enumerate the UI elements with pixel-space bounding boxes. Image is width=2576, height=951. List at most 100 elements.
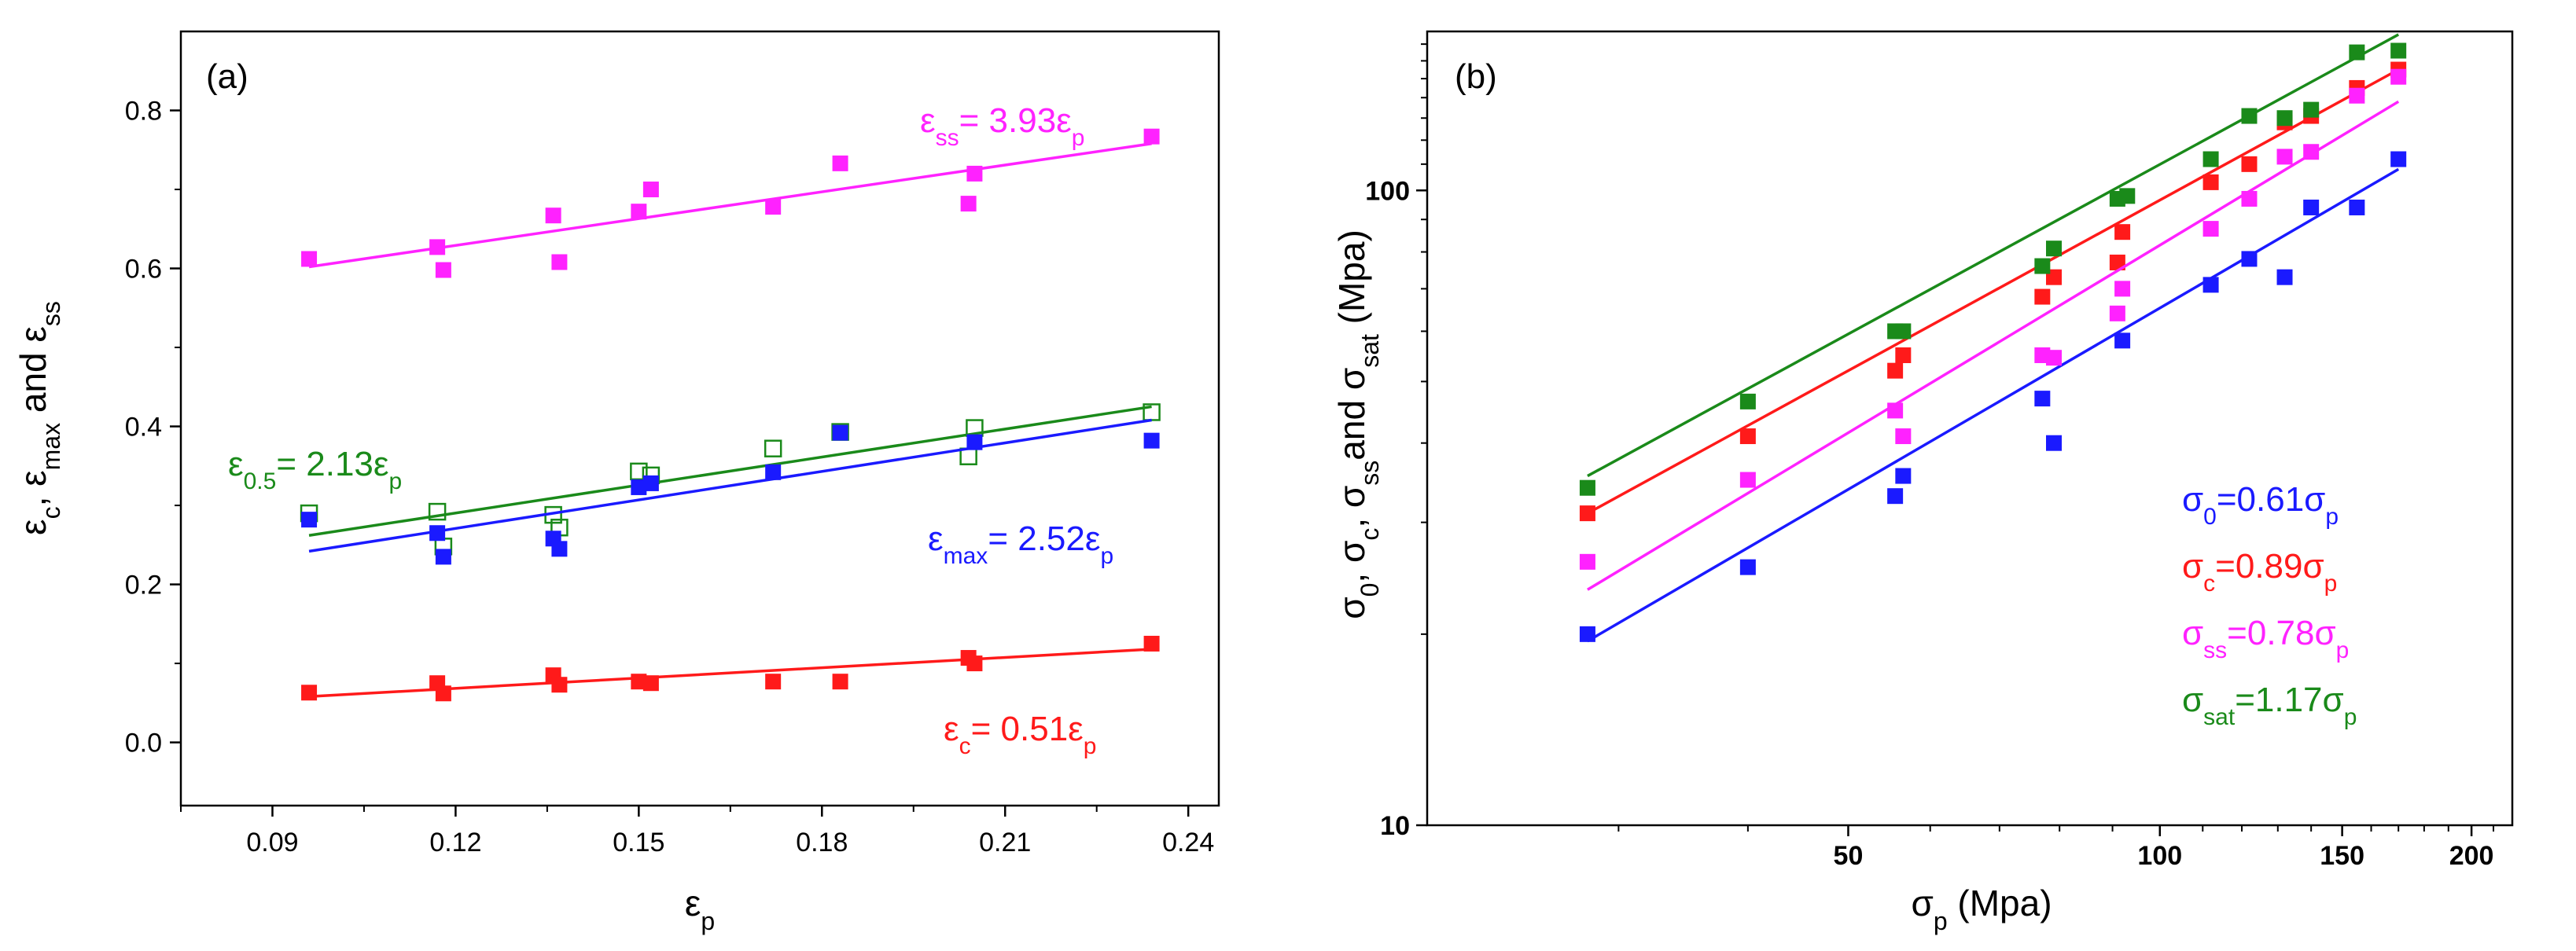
data-point (1143, 432, 1160, 449)
data-point (966, 165, 983, 182)
fit-line (1587, 100, 2400, 591)
data-point (1887, 402, 1904, 419)
data-point (2349, 199, 2365, 215)
x-tick-label: 0.09 (246, 828, 298, 857)
data-point (551, 677, 568, 693)
series-equation-label: σ0=0.61σp (2182, 480, 2339, 530)
data-point (1739, 472, 1756, 488)
data-point (2303, 144, 2320, 160)
data-point (2046, 435, 2063, 451)
data-point (642, 182, 659, 198)
series-equation-label: εmax= 2.52εp (928, 520, 1113, 569)
data-point (1143, 128, 1160, 145)
series-equation-label: εc= 0.51εp (944, 710, 1096, 759)
data-point (2114, 224, 2131, 241)
data-point (642, 475, 659, 491)
panel-a-ticks: 0.09 0.12 0.15 0.18 0.21 0.24 0.0 0.2 0.4 0.6 0.8 (125, 97, 1215, 857)
data-point (2390, 42, 2407, 59)
data-point (2202, 277, 2219, 293)
data-point (2241, 156, 2258, 172)
data-point (2114, 332, 2131, 349)
panel-b-label: (b) (1455, 57, 1497, 96)
data-point (2114, 281, 2131, 297)
data-point (429, 239, 446, 255)
data-point (642, 675, 659, 692)
data-point (966, 434, 983, 450)
data-point (1579, 479, 1595, 496)
x-tick-label: 0.15 (613, 828, 664, 857)
data-point (429, 525, 446, 542)
x-tick-label: 0.18 (796, 828, 848, 857)
data-point (435, 685, 451, 702)
data-point (551, 541, 568, 557)
x-tick-label: 0.12 (429, 828, 481, 857)
data-point (2276, 149, 2293, 165)
panel-b-annotations: σ0=0.61σp σc=0.89σp σss=0.78σp σsat=1.17σp (2182, 480, 2357, 730)
fit-line (308, 405, 1152, 537)
data-point (631, 674, 647, 690)
panel-b-ticks: 50 100 150 200 10 100 (1365, 43, 2495, 871)
data-point (966, 655, 983, 672)
data-point (545, 207, 561, 224)
data-point (1895, 428, 1912, 445)
data-point (2119, 188, 2136, 204)
y-tick-label: 0.2 (125, 571, 162, 600)
data-point (2349, 87, 2365, 104)
data-point (1739, 559, 1756, 575)
data-point (2276, 110, 2293, 127)
data-point (1143, 403, 1161, 421)
panel-a-label: (a) (206, 57, 248, 96)
x-tick-label: 0.24 (1162, 828, 1214, 857)
data-point (2034, 258, 2051, 274)
data-point (832, 674, 848, 690)
data-point (301, 685, 318, 701)
panel-b-frame (1426, 30, 2514, 827)
data-point (301, 512, 318, 528)
panel-a-frame (179, 30, 1220, 807)
data-point (630, 462, 648, 481)
data-point (2241, 108, 2258, 124)
data-point (2202, 174, 2219, 190)
y-tick-label: 0.0 (125, 729, 162, 758)
data-point (2303, 101, 2320, 118)
data-point (1739, 393, 1756, 409)
fit-line (308, 418, 1152, 553)
x-tick-label: 200 (2449, 841, 2494, 871)
data-point (1579, 505, 1595, 522)
data-point (2241, 190, 2258, 207)
y-tick-label: 100 (1365, 176, 1410, 206)
y-tick-label: 0.6 (125, 255, 162, 285)
data-point (631, 204, 647, 220)
data-point (2241, 251, 2258, 267)
data-point (960, 196, 977, 212)
panel-a-annotations: εss= 3.93εp ε0.5= 2.13εp εmax= 2.52εp εc= 0… (228, 101, 1113, 759)
panel-a-x-axis-label: εp (685, 883, 715, 935)
x-tick-label: 0.21 (979, 828, 1031, 857)
fit-line (308, 141, 1152, 269)
data-point (1895, 468, 1912, 484)
fit-line (1587, 167, 2400, 643)
data-point (2034, 288, 2051, 305)
data-point (435, 262, 451, 278)
data-point (2202, 221, 2219, 237)
data-point (2034, 391, 2051, 407)
data-point (832, 424, 848, 441)
data-point (1887, 362, 1904, 379)
data-point (2109, 305, 2125, 321)
data-point (1887, 488, 1904, 505)
panel-a-series (300, 128, 1161, 702)
data-point (1579, 626, 1595, 642)
data-point (2202, 151, 2219, 167)
series-equation-label: ε0.5= 2.13εp (228, 445, 402, 494)
data-point (2303, 199, 2320, 215)
fit-line (1587, 68, 2400, 515)
x-tick-label: 150 (2320, 841, 2364, 871)
x-tick-label: 100 (2137, 841, 2182, 871)
y-tick-label: 0.8 (125, 97, 162, 127)
panel-b-series (1579, 33, 2407, 643)
data-point (832, 155, 848, 171)
series-equation-label: σc=0.89σp (2182, 547, 2337, 597)
